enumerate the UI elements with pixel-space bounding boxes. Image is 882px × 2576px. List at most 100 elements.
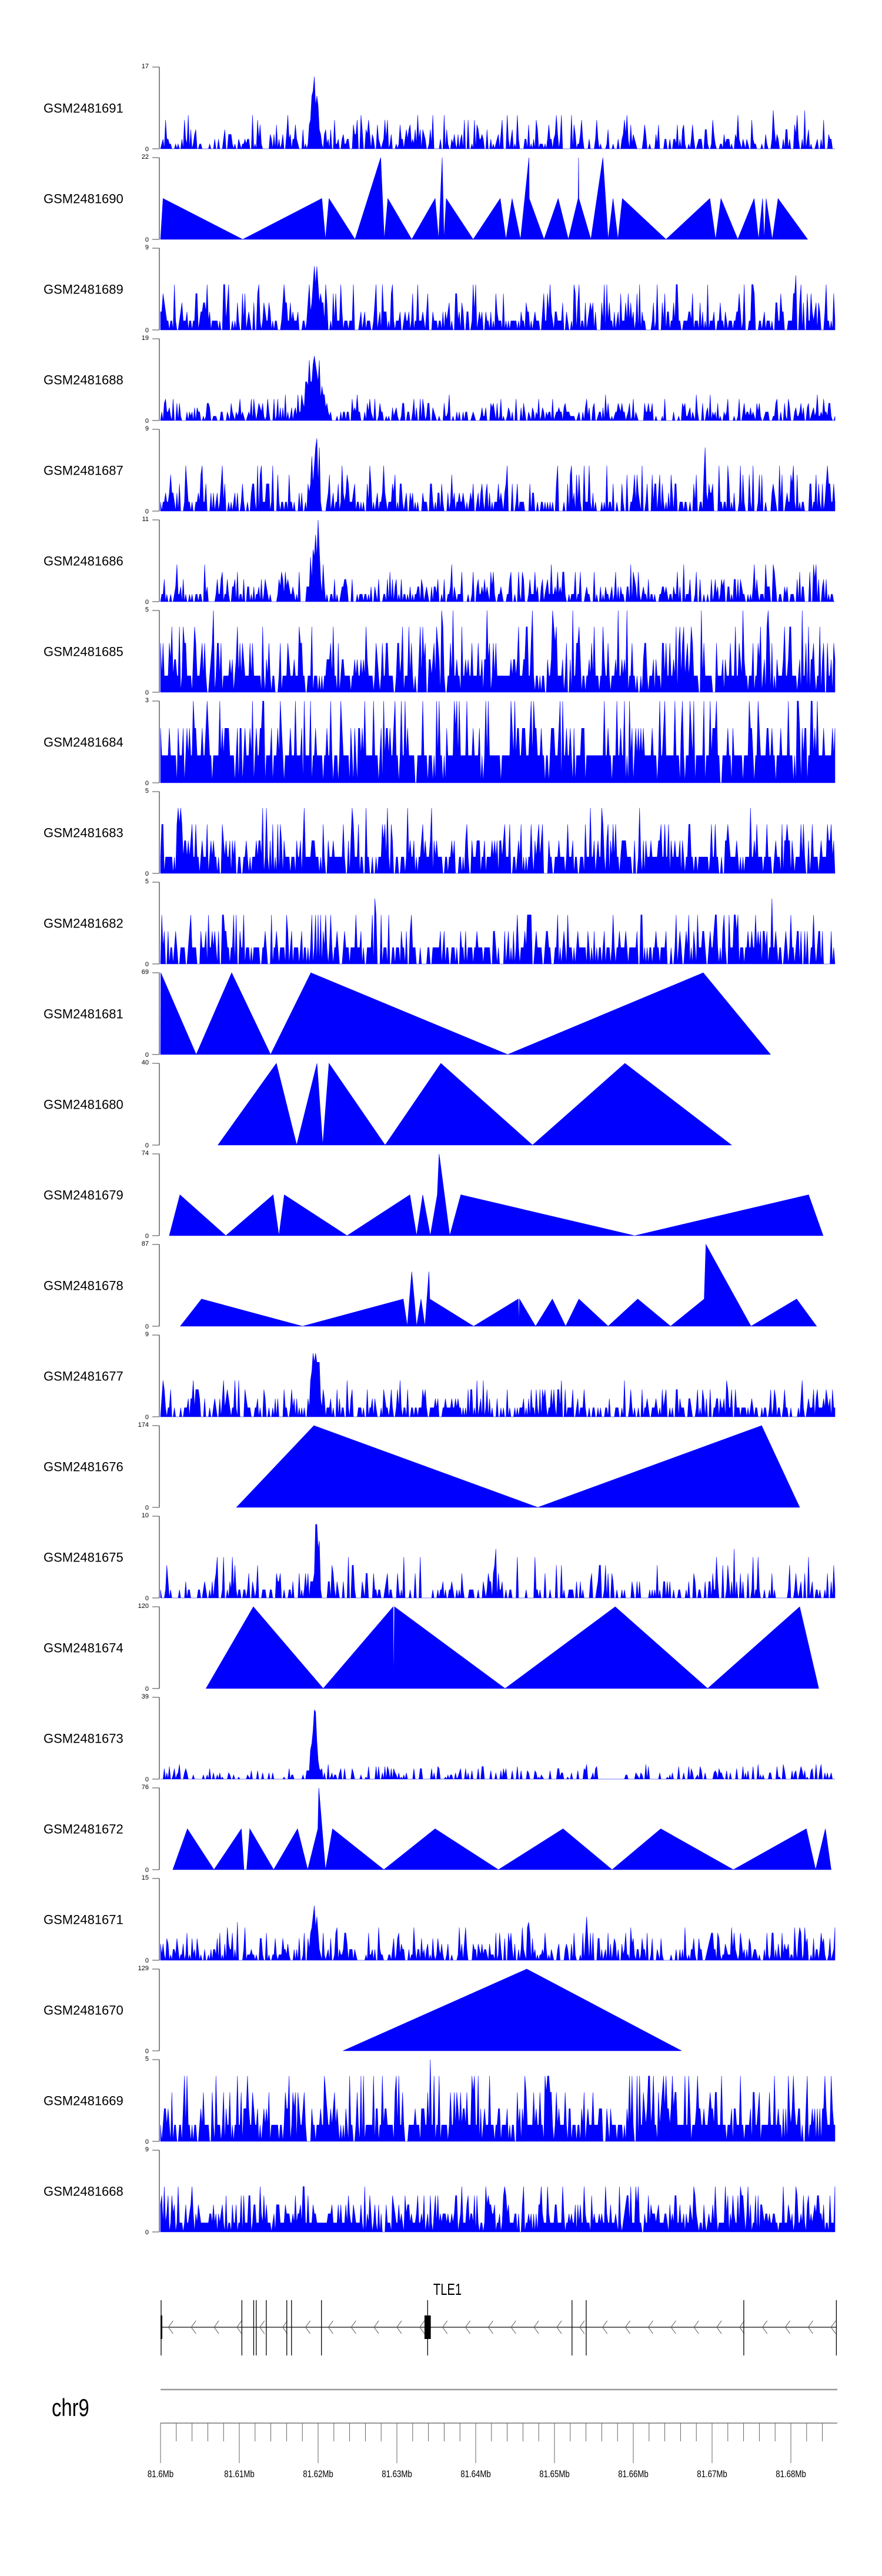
strand-arrow-icon [373, 2320, 379, 2334]
y-tick-label-min: 0 [145, 599, 149, 606]
track-label: GSM2481679 [44, 1188, 123, 1203]
track-gsm2481690: GSM2481690 22 0 [44, 154, 808, 243]
coverage-area [160, 1524, 836, 1599]
coverage-area [205, 1606, 819, 1689]
y-tick-label-max: 5 [145, 788, 149, 795]
track-gsm2481687: GSM2481687 9 0 [44, 425, 836, 515]
exon-block [161, 2315, 162, 2339]
strand-arrow-icon [579, 2320, 585, 2334]
strand-arrow-icon [305, 2320, 310, 2334]
track-gsm2481682: GSM2481682 5 0 [44, 878, 836, 968]
y-tick-label-max: 5 [145, 878, 149, 885]
track-label: GSM2481668 [44, 2184, 123, 2199]
strand-arrow-icon [259, 2320, 265, 2334]
track-gsm2481685: GSM2481685 5 0 [44, 606, 836, 696]
strand-arrow-icon [282, 2320, 288, 2334]
strand-arrow-icon [191, 2320, 196, 2334]
strand-arrow-icon [510, 2320, 516, 2334]
track-gsm2481680: GSM2481680 40 0 [44, 1059, 732, 1149]
axis-tick-label: 81.64Mb [460, 2469, 491, 2480]
y-tick-label-max: 40 [142, 1059, 149, 1066]
y-tick-label-min: 0 [145, 689, 149, 696]
track-label: GSM2481688 [44, 373, 123, 388]
y-tick-label-min: 0 [145, 1052, 149, 1059]
coverage-area [160, 438, 836, 512]
track-gsm2481670: GSM2481670 129 0 [44, 1965, 682, 2055]
track-gsm2481673: GSM2481673 39 0 [44, 1693, 835, 1783]
coverage-area [160, 898, 836, 965]
strand-arrow-icon [785, 2320, 791, 2334]
track-gsm2481681: GSM2481681 69 0 [44, 969, 771, 1059]
y-tick-label-min: 0 [145, 1323, 149, 1330]
track-label: GSM2481669 [44, 2094, 123, 2108]
y-tick-label-max: 3 [145, 697, 149, 704]
track-label: GSM2481673 [44, 1731, 123, 1746]
track-label: GSM2481685 [44, 645, 123, 659]
strand-arrow-icon [670, 2320, 676, 2334]
strand-arrow-icon [419, 2320, 425, 2334]
y-tick-label-min: 0 [145, 327, 149, 334]
y-tick-label-max: 17 [142, 63, 149, 70]
y-tick-label-max: 129 [138, 1965, 149, 1972]
coverage-area [160, 356, 836, 422]
y-tick-label-min: 0 [145, 2138, 149, 2145]
track-label: GSM2481675 [44, 1550, 123, 1565]
track-gsm2481671: GSM2481671 15 0 [44, 1874, 836, 1964]
y-tick-label-max: 87 [142, 1240, 149, 1247]
y-tick-label-max: 76 [142, 1784, 149, 1791]
y-tick-label-max: 9 [145, 244, 149, 251]
track-label: GSM2481670 [44, 2003, 123, 2018]
coverage-area [160, 807, 836, 874]
y-tick-label-max: 19 [142, 335, 149, 342]
strand-arrow-icon [487, 2320, 493, 2334]
y-tick-label-max: 11 [142, 516, 149, 523]
coverage-area [160, 157, 808, 240]
coverage-area [179, 1243, 817, 1327]
strand-arrow-icon [396, 2320, 402, 2334]
y-tick-label-min: 0 [145, 961, 149, 968]
y-tick-label-min: 0 [145, 146, 149, 153]
y-tick-label-min: 0 [145, 1504, 149, 1511]
track-gsm2481672: GSM2481672 76 0 [44, 1784, 831, 1874]
track-gsm2481688: GSM2481688 19 0 [44, 335, 836, 425]
strand-arrow-icon [465, 2320, 470, 2334]
track-label: GSM2481672 [44, 1822, 123, 1837]
y-tick-label-max: 22 [142, 154, 149, 161]
y-tick-label-max: 120 [138, 1603, 149, 1610]
y-tick-label-max: 9 [145, 425, 149, 432]
track-label: GSM2481674 [44, 1641, 123, 1656]
genome-axis: chr9 81.6Mb 81.61Mb 81.62Mb 81.63Mb 81.64Mb 81… [52, 2388, 837, 2480]
exon-block [424, 2315, 431, 2339]
strand-arrow-icon [556, 2320, 562, 2334]
track-label: GSM2481682 [44, 916, 123, 931]
y-tick-label-max: 9 [145, 2146, 149, 2153]
strand-arrow-icon [602, 2320, 608, 2334]
y-tick-label-max: 69 [142, 969, 149, 976]
track-gsm2481675: GSM2481675 10 0 [44, 1512, 836, 1602]
y-tick-label-max: 5 [145, 606, 149, 613]
strand-arrow-icon [213, 2320, 219, 2334]
y-tick-label-max: 5 [145, 2056, 149, 2063]
coverage-tracks: GSM2481691170GSM2481690220GSM248168990GS… [44, 63, 836, 2236]
y-tick-label-max: 9 [145, 1331, 149, 1338]
y-tick-label-min: 0 [145, 2229, 149, 2236]
track-label: GSM2481680 [44, 1097, 123, 1112]
y-tick-label-min: 0 [145, 1233, 149, 1240]
axis-tick-label: 81.68Mb [776, 2469, 806, 2480]
y-tick-label-min: 0 [145, 1867, 149, 1874]
coverage-area [169, 1153, 824, 1236]
strand-arrow-icon [762, 2320, 768, 2334]
y-tick-label-min: 0 [145, 2048, 149, 2055]
track-gsm2481689: GSM2481689 9 0 [44, 244, 836, 334]
strand-arrow-icon [624, 2320, 631, 2334]
coverage-area [236, 1425, 800, 1508]
track-gsm2481684: GSM2481684 3 0 [44, 697, 836, 787]
y-tick-label-min: 0 [145, 1414, 149, 1421]
coverage-area [160, 76, 835, 150]
coverage-area [160, 2186, 836, 2233]
coverage-area [172, 1787, 831, 1870]
track-label: GSM2481671 [44, 1913, 123, 1927]
y-tick-label-min: 0 [145, 1776, 149, 1783]
track-gsm2481691: GSM2481691 17 0 [44, 63, 835, 153]
